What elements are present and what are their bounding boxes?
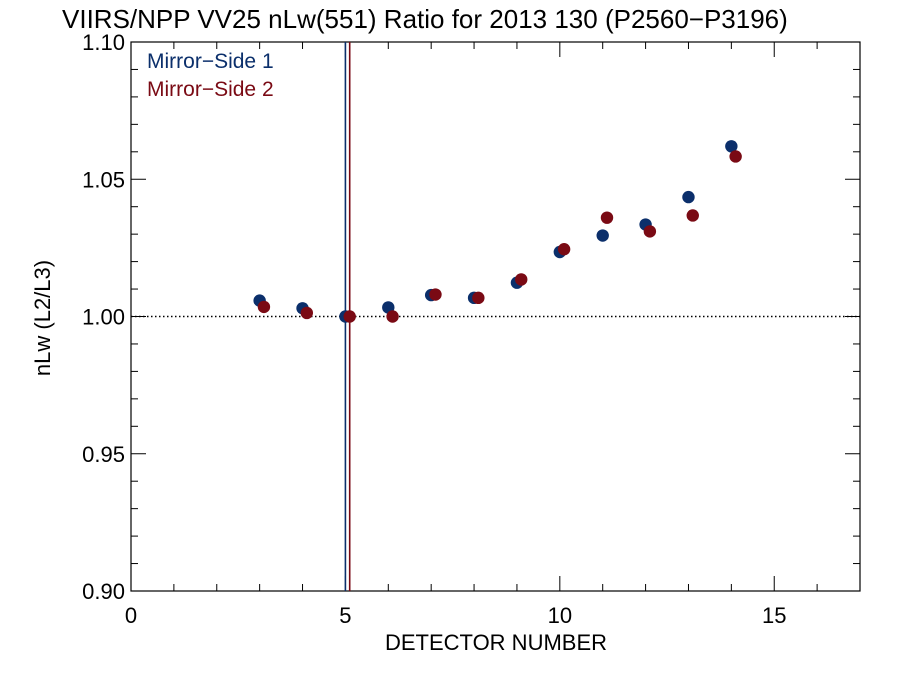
x-tick-label: 15 <box>762 603 786 628</box>
data-point-series-2 <box>472 291 485 305</box>
y-tick-label: 0.95 <box>82 442 125 467</box>
data-point-series-2 <box>343 310 356 323</box>
plot-axes: 0.90 0.95 1.00 1.05 1.10 0 5 10 15 <box>82 30 861 628</box>
y-axis-label: nLw (L2/L3) <box>30 260 55 376</box>
data-point-series-2 <box>729 150 742 163</box>
data-point-series-2 <box>257 300 271 314</box>
chart-title: VIIRS/NPP VV25 nLw(551) Ratio for 2013 1… <box>62 4 788 34</box>
data-point-series-2 <box>686 209 699 222</box>
y-tick-label: 1.05 <box>82 167 125 192</box>
y-tick-label: 1.10 <box>82 30 125 55</box>
data-points <box>253 140 742 323</box>
data-point-series-2 <box>600 211 614 224</box>
y-tick-label: 0.90 <box>82 579 125 604</box>
x-tick-label: 0 <box>125 603 137 628</box>
x-axis-label: DETECTOR NUMBER <box>385 630 607 655</box>
x-tick-label: 10 <box>548 603 572 628</box>
data-point-series-2 <box>557 243 571 256</box>
data-point-series-1 <box>596 229 609 242</box>
y-tick-label: 1.00 <box>82 305 125 330</box>
data-point-series-1 <box>725 140 738 153</box>
data-point-series-2 <box>643 225 657 238</box>
data-point-series-2 <box>386 310 399 323</box>
x-tick-label: 5 <box>339 603 351 628</box>
legend-entry: Mirror−Side 2 <box>147 78 274 101</box>
data-point-series-2 <box>429 288 442 301</box>
data-point-series-2 <box>515 273 528 286</box>
legend-entry: Mirror−Side 1 <box>147 50 274 73</box>
data-point-series-2 <box>300 306 314 320</box>
data-point-series-1 <box>682 190 695 204</box>
legend: Mirror−Side 1 Mirror−Side 2 <box>147 50 274 101</box>
